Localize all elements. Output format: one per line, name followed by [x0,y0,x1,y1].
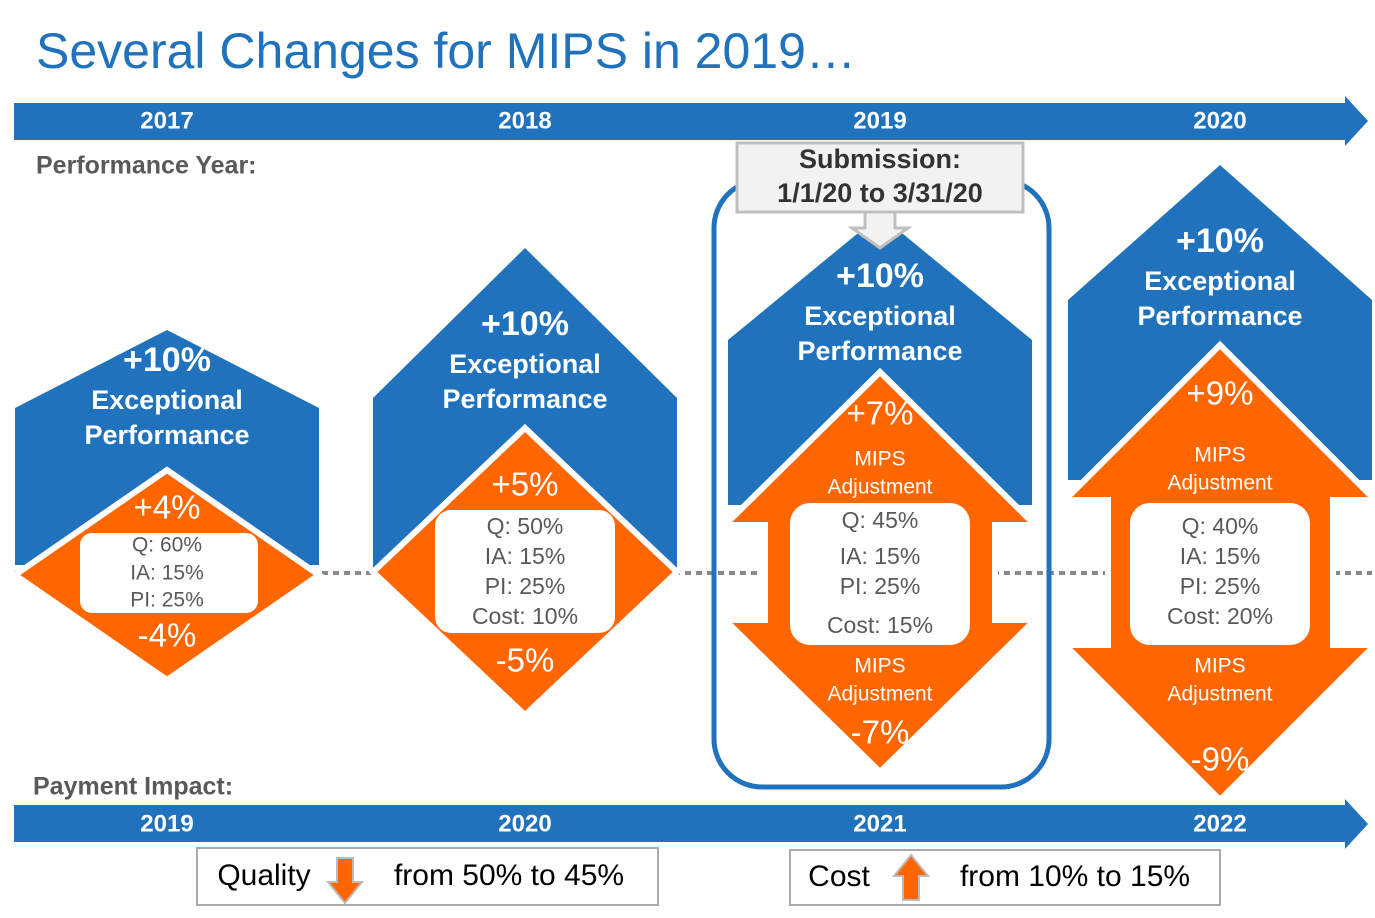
min-adjustment: -9% [1191,741,1250,778]
max-adjustment: +9% [1187,375,1254,412]
bonus-label: Exceptional [804,301,956,331]
adjustment-label: MIPS [1194,444,1245,467]
weight: IA: 15% [130,562,204,585]
bonus-value: +10% [481,305,569,343]
adjustment-label: Adjustment [1167,472,1272,495]
year-label: 2022 [1193,810,1246,837]
note-text: from 50% to 45% [394,859,624,892]
note-text: from 10% to 15% [960,860,1190,893]
max-adjustment: +5% [492,466,559,503]
weight: IA: 15% [840,543,921,569]
weight: PI: 25% [840,573,921,599]
weight: Q: 45% [842,507,919,533]
bonus-label: Performance [442,384,607,414]
bonus-shape [1068,165,1372,480]
bonus-value: +10% [836,257,924,295]
weight: Cost: 10% [472,603,578,629]
year-label: 2019 [853,107,906,134]
year-label: 2019 [140,810,193,837]
adjustment-label: MIPS [854,448,905,471]
down-icon [325,857,365,905]
timeline-arrow [14,96,1368,146]
bonus-shape [15,330,319,565]
weight: Q: 60% [132,534,202,557]
year-label: 2017 [140,107,193,134]
callout-arrow [847,210,913,250]
weight: Q: 50% [487,513,564,539]
max-adjustment: +7% [847,395,914,432]
bonus-label: Performance [84,420,249,450]
up-icon [891,853,931,901]
weight: IA: 15% [485,543,566,569]
weight: Cost: 20% [1167,603,1273,629]
note-box [789,849,1221,906]
bonus-shape [373,248,677,570]
submission-text: 1/1/20 to 3/31/20 [777,178,983,208]
adjustment-label: MIPS [854,655,905,678]
year-label: 2020 [498,810,551,837]
note-box [196,847,659,906]
bonus-label: Performance [1137,301,1302,331]
weight: PI: 25% [1180,573,1261,599]
bonus-label: Performance [797,336,962,366]
adjustment-label: Adjustment [1167,683,1272,706]
weights-box [435,510,615,633]
label: Performance Year: [36,152,257,180]
weights-box [1130,503,1310,645]
weight: IA: 15% [1180,543,1261,569]
bonus-label: Exceptional [91,385,243,415]
timeline-arrow [14,799,1368,849]
submission-text: Submission: [799,144,961,174]
year-label: 2018 [498,107,551,134]
note-text: Quality [217,859,310,892]
year-label: 2021 [853,810,906,837]
note-text: Cost [808,860,870,893]
min-adjustment: -5% [496,642,555,679]
bonus-value: +10% [123,341,211,379]
min-adjustment: -4% [138,617,197,654]
bonus-label: Exceptional [449,349,601,379]
bonus-value: +10% [1176,222,1264,260]
weight: PI: 25% [485,573,566,599]
weight: PI: 25% [130,589,204,612]
weights-box [790,503,970,645]
bonus-shape [728,215,1032,505]
title: Several Changes for MIPS in 2019… [36,23,856,79]
label: Payment Impact: [33,773,233,801]
weight: Q: 40% [1182,513,1259,539]
adjustment-label: Adjustment [827,476,932,499]
weights-box [80,533,258,613]
year-label: 2020 [1193,107,1246,134]
weight: Cost: 15% [827,612,933,638]
adjustment-label: Adjustment [827,683,932,706]
max-adjustment: +4% [134,489,201,526]
min-adjustment: -7% [851,714,910,751]
bonus-label: Exceptional [1144,266,1296,296]
adjustment-label: MIPS [1194,655,1245,678]
